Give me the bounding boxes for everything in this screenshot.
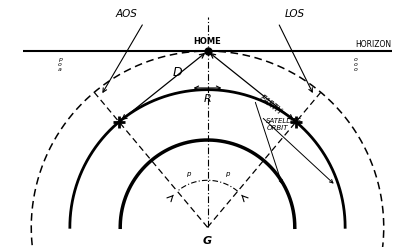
Text: D: D (173, 66, 182, 79)
Text: HORIZON: HORIZON (355, 40, 391, 49)
Text: R: R (204, 94, 211, 104)
Text: p: p (225, 171, 229, 177)
Text: SATELLITE
ORBIT: SATELLITE ORBIT (266, 119, 302, 131)
Text: p: p (186, 171, 190, 177)
Text: EARTH: EARTH (258, 93, 284, 116)
Text: G: G (203, 236, 212, 246)
Text: AOS: AOS (116, 9, 138, 19)
Text: o
o
o: o o o (353, 57, 357, 71)
Text: HOME: HOME (194, 37, 221, 46)
Text: p
o
a: p o a (58, 57, 62, 71)
Text: LOS: LOS (285, 9, 305, 19)
